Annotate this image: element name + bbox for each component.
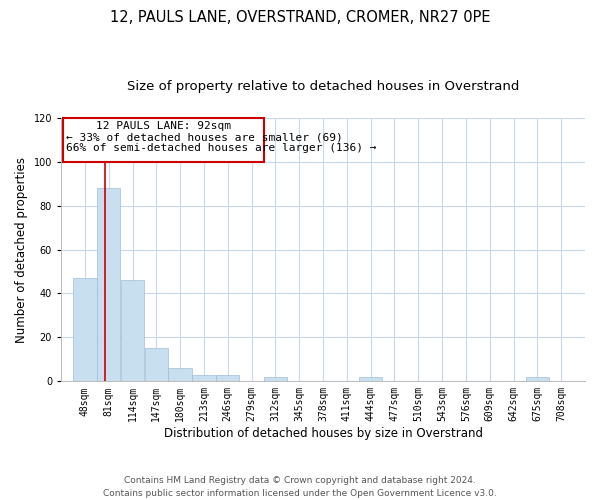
X-axis label: Distribution of detached houses by size in Overstrand: Distribution of detached houses by size … [164,427,482,440]
Bar [169,368,192,382]
Y-axis label: Number of detached properties: Number of detached properties [15,156,28,342]
Text: ← 33% of detached houses are smaller (69): ← 33% of detached houses are smaller (69… [65,132,343,142]
Bar [64,118,263,162]
Bar [216,374,239,382]
Text: 12 PAULS LANE: 92sqm: 12 PAULS LANE: 92sqm [96,121,231,131]
Bar [359,377,382,382]
Bar [264,377,287,382]
Title: Size of property relative to detached houses in Overstrand: Size of property relative to detached ho… [127,80,519,93]
Text: 12, PAULS LANE, OVERSTRAND, CROMER, NR27 0PE: 12, PAULS LANE, OVERSTRAND, CROMER, NR27… [110,10,490,25]
Bar [97,188,121,382]
Text: 66% of semi-detached houses are larger (136) →: 66% of semi-detached houses are larger (… [65,143,376,153]
Bar [145,348,168,382]
Bar [73,278,97,382]
Bar [193,374,215,382]
Bar [121,280,144,382]
Text: Contains HM Land Registry data © Crown copyright and database right 2024.
Contai: Contains HM Land Registry data © Crown c… [103,476,497,498]
Bar [526,377,549,382]
